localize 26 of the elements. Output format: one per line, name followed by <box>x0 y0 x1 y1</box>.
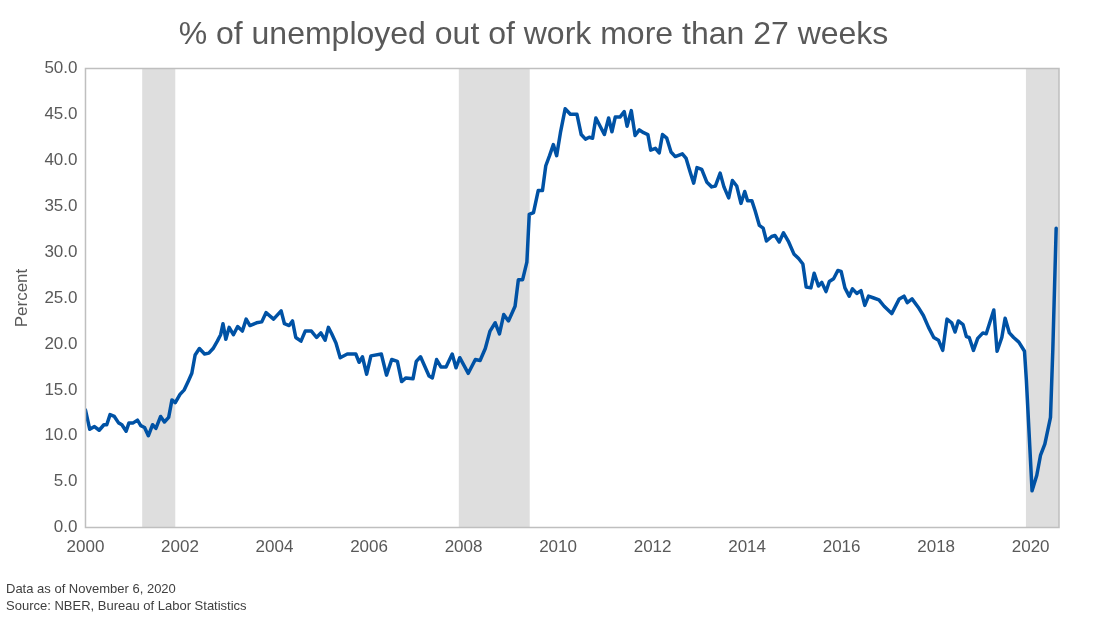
x-tick-label: 2002 <box>161 537 199 557</box>
x-tick-label: 2010 <box>539 537 577 557</box>
y-tick-label: 10.0 <box>44 425 78 445</box>
text: Data as of November 6, 2020 <box>6 580 177 597</box>
y-tick-label: 15.0 <box>44 379 78 399</box>
x-tick-label: 2016 <box>822 537 861 557</box>
x-tick-label: 2018 <box>917 537 956 557</box>
y-tick-label: 45.0 <box>44 104 78 124</box>
x-tick-label: 2006 <box>350 537 388 557</box>
x-tick-label: 2000 <box>66 537 105 557</box>
x-tick-label: 2012 <box>633 537 672 557</box>
y-tick-label: 25.0 <box>44 287 78 307</box>
y-tick-label: 50.0 <box>44 58 78 78</box>
y-tick-label: 30.0 <box>44 241 78 261</box>
y-axis-title: Percent <box>11 268 31 328</box>
source-note: Source: NBER, Bureau of Labor Statistics <box>6 597 247 614</box>
x-tick-label: 2008 <box>444 537 483 557</box>
chart-title: % of unemployed out of work more than 27 weeks <box>178 15 889 52</box>
x-tick-label: 2014 <box>728 537 767 557</box>
y-tick-label: 20.0 <box>44 333 78 353</box>
x-tick-label: 2020 <box>1011 537 1050 557</box>
y-tick-label: 5.0 <box>53 471 78 491</box>
y-tick-label: 35.0 <box>44 195 78 215</box>
y-tick-label: 40.0 <box>44 149 78 169</box>
x-tick-label: 2004 <box>255 537 294 557</box>
y-tick-label: 0.0 <box>53 517 78 537</box>
